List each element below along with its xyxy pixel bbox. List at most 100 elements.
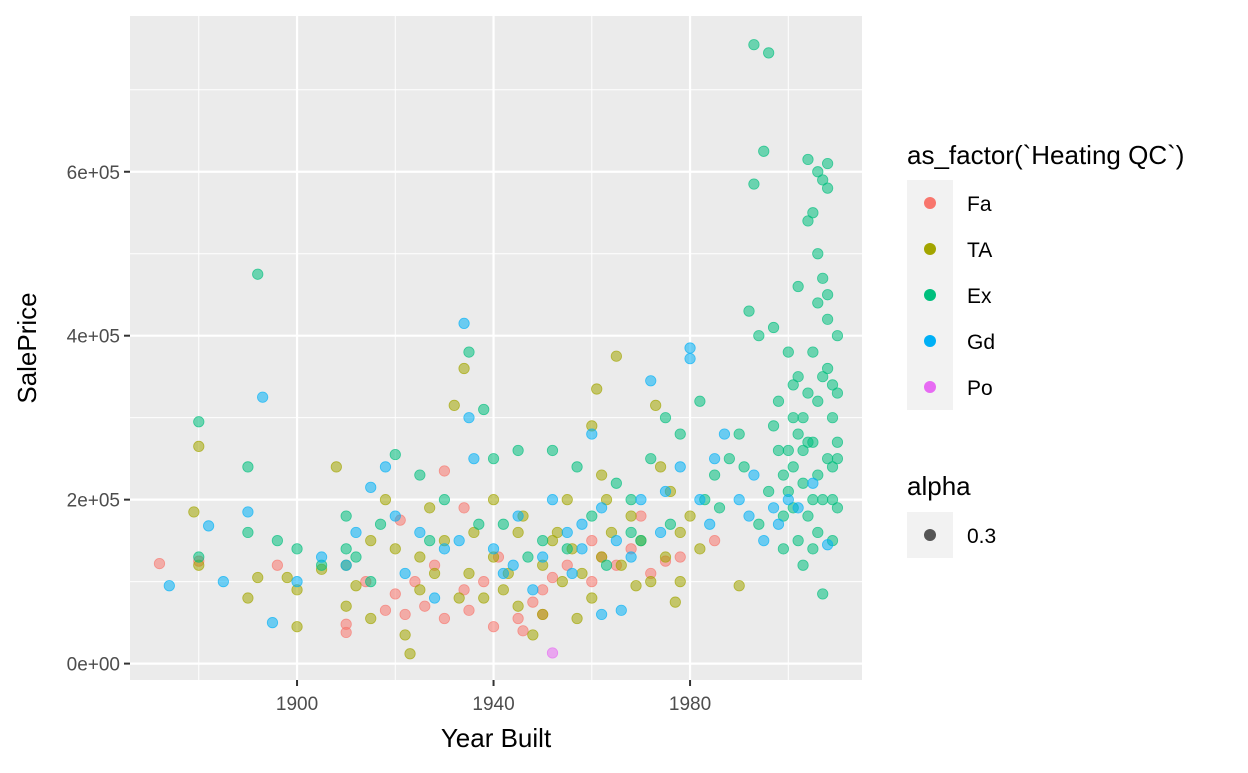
- point-TA-57: [350, 580, 362, 592]
- point-Ex-27: [659, 412, 672, 424]
- legend-key-Gd: [924, 335, 936, 347]
- point-Gd-23: [576, 518, 588, 530]
- point-TA-33: [561, 494, 573, 506]
- point-Ex-12: [414, 469, 426, 481]
- x-tick-label-0: 1900: [276, 694, 318, 715]
- point-Gd-8: [340, 559, 352, 571]
- point-TA-5: [281, 571, 293, 584]
- point-Fa-33: [458, 502, 470, 514]
- point-Ex-36: [753, 330, 765, 342]
- legend-alpha-label: 0.3: [967, 525, 996, 548]
- point-Gd-35: [709, 453, 721, 465]
- legend: as_factor(`Heating QC`) Fa TA Ex Gd Po alpha 0.…: [907, 140, 1184, 558]
- point-Ex-99: [713, 502, 726, 514]
- legend-label-Gd: Gd: [967, 331, 995, 354]
- point-Fa-7: [389, 588, 401, 600]
- panel-background: [130, 16, 862, 680]
- point-Ex-110: [787, 379, 799, 391]
- point-Ex-20: [546, 444, 559, 457]
- point-TA-11: [365, 535, 377, 547]
- point-Ex-51: [812, 248, 824, 260]
- point-Ex-34: [748, 178, 760, 190]
- point-Ex-10: [365, 576, 377, 588]
- point-Ex-4: [252, 268, 264, 280]
- point-Ex-3: [242, 526, 254, 539]
- point-Gd-52: [704, 518, 716, 530]
- point-Ex-11: [389, 448, 401, 461]
- point-Fa-31: [674, 551, 686, 563]
- point-Ex-26: [645, 453, 657, 465]
- point-Gd-31: [674, 461, 686, 473]
- point-Fa-20: [517, 625, 529, 637]
- legend-label-Fa: Fa: [967, 193, 992, 216]
- point-TA-56: [365, 612, 377, 625]
- point-Gd-27: [615, 604, 627, 616]
- point-Gd-5: [266, 617, 279, 629]
- point-Ex-30: [709, 469, 721, 481]
- point-TA-41: [615, 559, 627, 571]
- point-TA-62: [654, 461, 667, 473]
- point-Gd-9: [365, 481, 377, 493]
- point-TA-66: [424, 502, 436, 514]
- plot-panel: [130, 16, 862, 680]
- point-TA-49: [674, 576, 686, 588]
- point-Gd-25: [596, 502, 608, 514]
- point-Ex-23: [610, 477, 622, 489]
- y-axis-title: SalePrice: [12, 292, 42, 403]
- point-Ex-95: [374, 518, 387, 530]
- point-Ex-48: [807, 207, 819, 219]
- point-TA-65: [453, 592, 465, 604]
- point-Ex-38: [763, 47, 775, 59]
- point-Gd-32: [684, 342, 696, 354]
- point-Ex-31: [723, 453, 735, 465]
- point-Ex-17: [497, 518, 509, 530]
- point-TA-29: [537, 608, 549, 621]
- point-Gd-54: [767, 502, 780, 514]
- legend-label-Ex: Ex: [967, 285, 992, 308]
- point-Fa-25: [586, 576, 598, 588]
- point-Ex-42: [782, 346, 794, 358]
- point-Gd-20: [537, 551, 549, 563]
- point-Gd-40: [772, 518, 785, 530]
- point-Gd-51: [654, 526, 667, 539]
- point-Ex-2: [242, 461, 254, 473]
- point-TA-3: [242, 592, 254, 604]
- point-Ex-100: [738, 461, 750, 473]
- point-Ex-86: [807, 543, 819, 555]
- point-Ex-93: [473, 518, 485, 530]
- point-Gd-12: [414, 526, 426, 539]
- point-Fa-21: [527, 596, 539, 608]
- y-tick-label-3: 6e+05: [67, 163, 120, 184]
- point-TA-28: [527, 629, 539, 641]
- point-Gd-43: [807, 477, 819, 489]
- point-Ex-111: [777, 469, 789, 481]
- point-Ex-15: [478, 403, 490, 416]
- point-Gd-24: [586, 428, 598, 440]
- point-Ex-13: [438, 494, 451, 506]
- point-Ex-19: [537, 535, 549, 547]
- point-Ex-61: [831, 502, 844, 514]
- point-Gd-33: [684, 353, 696, 365]
- point-Ex-104: [817, 272, 829, 284]
- point-Ex-32: [733, 428, 745, 440]
- legend-key-Po: [924, 381, 936, 393]
- point-Fa-37: [635, 510, 647, 522]
- point-Gd-26: [610, 535, 622, 547]
- point-Ex-103: [812, 395, 824, 407]
- point-Ex-0: [193, 416, 205, 428]
- point-TA-8: [330, 461, 342, 473]
- point-Gd-42: [792, 502, 804, 514]
- point-Ex-37: [758, 145, 770, 157]
- point-Gd-15: [463, 412, 475, 424]
- point-TA-54: [512, 526, 524, 539]
- point-TA-24: [487, 494, 500, 506]
- point-Ex-69: [802, 387, 814, 399]
- point-TA-18: [448, 399, 460, 411]
- point-Gd-38: [743, 510, 755, 522]
- point-Ex-107: [797, 444, 809, 457]
- point-Fa-36: [586, 535, 598, 547]
- point-TA-40: [610, 350, 622, 362]
- point-Gd-30: [659, 485, 672, 498]
- point-TA-16: [428, 567, 441, 580]
- point-Ex-1: [193, 551, 205, 563]
